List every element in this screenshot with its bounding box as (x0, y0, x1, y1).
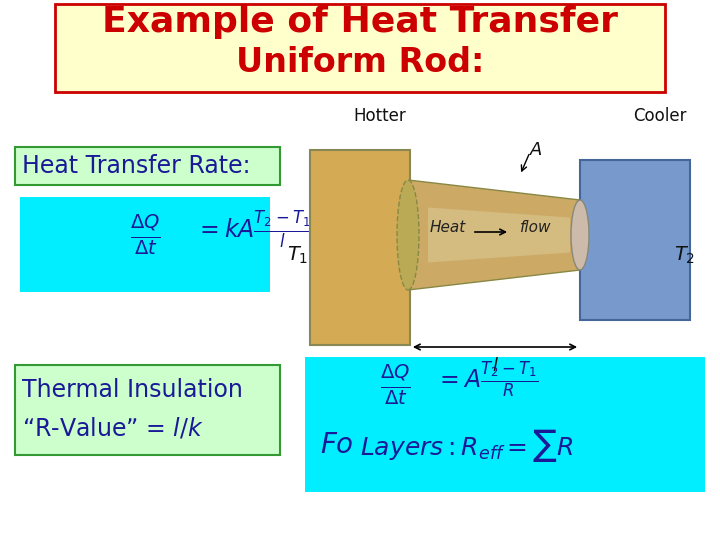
Text: $\frac{\Delta Q}{\Delta t}$: $\frac{\Delta Q}{\Delta t}$ (379, 362, 410, 408)
Text: $T_1$: $T_1$ (287, 244, 308, 266)
Bar (55, 4, 665, 92)
Ellipse shape (397, 180, 419, 290)
Text: $Fo$: $Fo$ (320, 431, 354, 459)
Bar (20, 197, 270, 292)
Text: flow: flow (520, 220, 552, 235)
Bar (305, 357, 705, 492)
Text: $Layers: R_{eff} = \sum R$: $Layers: R_{eff} = \sum R$ (360, 427, 574, 463)
Text: $= kA\frac{T_2-T_1}{l}$: $= kA\frac{T_2-T_1}{l}$ (195, 210, 312, 251)
Bar (15, 147, 280, 185)
Polygon shape (408, 180, 580, 290)
Ellipse shape (571, 200, 589, 270)
Text: Example of Heat Transfer: Example of Heat Transfer (102, 5, 618, 39)
Text: Cooler: Cooler (634, 107, 687, 125)
Text: $= A\frac{T_2 - T_1}{R}$: $= A\frac{T_2 - T_1}{R}$ (435, 360, 539, 400)
Text: Heat: Heat (430, 220, 466, 235)
Text: $T_2$: $T_2$ (674, 244, 695, 266)
Polygon shape (428, 207, 570, 262)
Text: “R-Value” = $\mathit{l/k}$: “R-Value” = $\mathit{l/k}$ (22, 415, 204, 441)
Bar (310, 150, 410, 345)
Bar (580, 160, 690, 320)
Text: $l$: $l$ (492, 357, 498, 375)
Text: A: A (530, 141, 542, 159)
Text: $\frac{\Delta Q}{\Delta t}$: $\frac{\Delta Q}{\Delta t}$ (130, 213, 161, 258)
Text: Hotter: Hotter (354, 107, 406, 125)
Text: Heat Transfer Rate:: Heat Transfer Rate: (22, 154, 251, 178)
Text: Thermal Insulation: Thermal Insulation (22, 378, 243, 402)
Text: Uniform Rod:: Uniform Rod: (236, 45, 484, 78)
Bar (15, 365, 280, 455)
